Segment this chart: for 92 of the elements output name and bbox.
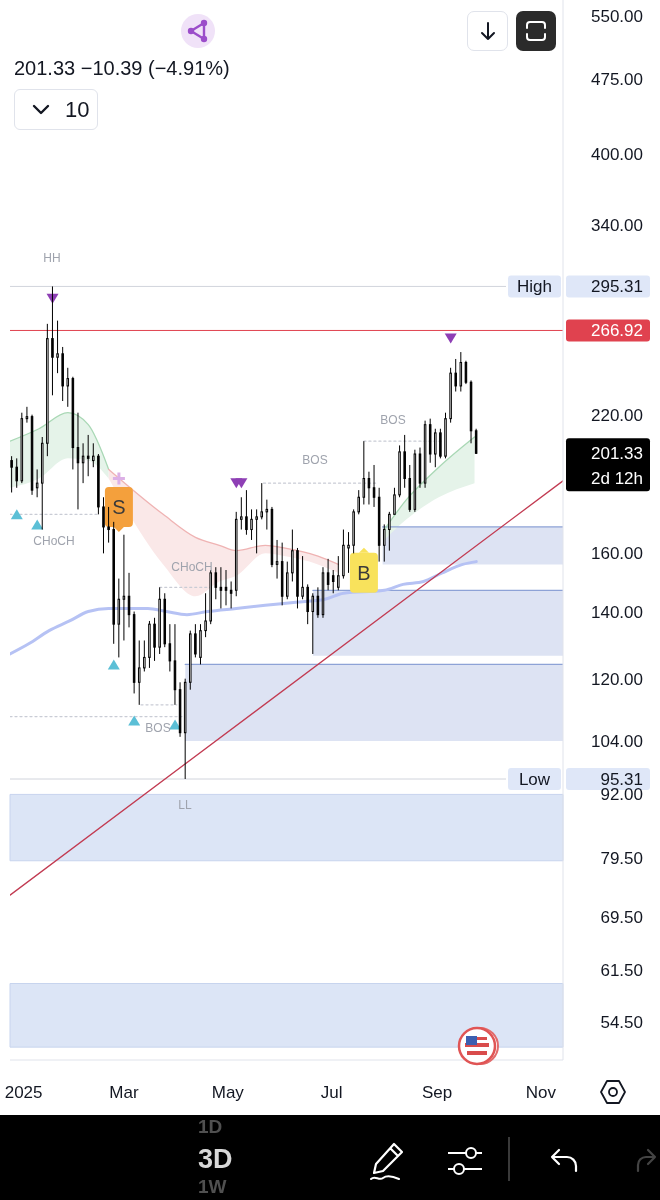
point — [111, 471, 127, 487]
candlestick — [229, 580, 233, 609]
candlestick — [255, 508, 258, 554]
candlestick — [316, 586, 320, 619]
candlestick — [240, 496, 243, 531]
candlestick — [214, 566, 218, 600]
candlestick — [459, 351, 463, 393]
text: 2d 12h — [591, 469, 643, 489]
annotation: BOS — [380, 413, 406, 427]
text: 3D — [198, 1144, 233, 1175]
y-tick-label: 220.00 — [591, 405, 643, 425]
y-tick-label: 104.00 — [591, 732, 643, 752]
candlestick — [92, 442, 95, 468]
candlestick — [347, 531, 350, 574]
candlestick — [107, 506, 110, 544]
candlestick — [143, 639, 146, 672]
y-tick-label: 201.33 — [591, 444, 643, 464]
candlestick — [10, 455, 13, 493]
candlestick — [86, 434, 90, 477]
y-tick-label: 550.00 — [591, 6, 643, 26]
y-tick-label: 92.00 — [600, 785, 643, 805]
y-tick-label: 340.00 — [591, 216, 643, 236]
candlestick — [250, 508, 253, 541]
annotation: BOS — [145, 721, 171, 735]
text: 1D — [198, 1116, 223, 1138]
dropdown: 10 — [14, 89, 98, 130]
point — [107, 659, 120, 670]
candlestick — [35, 468, 39, 498]
ref-line-label: Low — [518, 770, 551, 790]
line-series — [10, 412, 110, 471]
candlestick — [56, 320, 59, 374]
candlestick — [382, 523, 386, 563]
candlestick — [168, 623, 172, 672]
y-tick-label: 120.00 — [591, 669, 643, 689]
candlestick — [265, 499, 269, 531]
candlestick — [393, 487, 396, 515]
text: 1W — [198, 1176, 227, 1198]
x-tick-label: May — [211, 1083, 245, 1102]
candlestick — [102, 496, 105, 554]
y-tick-label: 266.92 — [591, 321, 643, 341]
y-tick-label: 400.00 — [591, 145, 643, 165]
text: 201.33 −10.39 (−4.91%) — [14, 56, 230, 80]
annotation: CHoCH — [171, 560, 213, 574]
candlestick — [311, 592, 315, 655]
candlestick — [434, 428, 437, 468]
candlestick — [301, 555, 304, 600]
candlestick — [474, 428, 478, 455]
y-tick-label: 54.50 — [600, 1013, 643, 1033]
x-tick-label: Mar — [109, 1083, 139, 1102]
y-tick-label: 160.00 — [591, 544, 643, 564]
annotation: LL — [178, 798, 192, 812]
candlestick — [326, 558, 330, 591]
annotation: 10 — [65, 97, 90, 123]
point — [444, 333, 457, 344]
candlestick — [362, 440, 366, 505]
x-tick-label: 2025 — [4, 1083, 43, 1102]
candlestick — [388, 511, 391, 552]
candlestick — [439, 428, 442, 459]
candlestick — [137, 639, 141, 706]
candlestick — [454, 358, 457, 393]
point — [10, 509, 23, 520]
candlestick — [260, 482, 264, 520]
candlestick — [331, 569, 335, 594]
candlestick — [204, 592, 207, 638]
series-label: S — [112, 495, 126, 518]
series-label: B — [357, 561, 371, 584]
point — [235, 478, 248, 489]
candlestick — [15, 457, 18, 489]
x-tick-label: Jul — [320, 1083, 343, 1102]
candlestick — [357, 489, 360, 515]
y-tick-label: 140.00 — [591, 602, 643, 622]
candlestick — [291, 529, 294, 582]
candlestick — [219, 566, 223, 609]
y-tick-label: 295.31 — [591, 277, 643, 297]
y-tick-label: 69.50 — [600, 907, 643, 927]
candlestick — [51, 285, 54, 396]
ref-line-label: High — [517, 277, 552, 297]
y-tick-label: 61.50 — [600, 960, 643, 980]
x-tick-label: Sep — [421, 1083, 453, 1102]
candlestick — [245, 489, 248, 536]
annotation: HH — [43, 251, 61, 265]
y-tick-label: 475.00 — [591, 70, 643, 90]
annotation: BOS — [302, 453, 328, 467]
candlestick — [337, 555, 340, 591]
x-tick-label: Nov — [525, 1083, 557, 1102]
y-tick-label: 79.50 — [600, 849, 643, 869]
candlestick — [286, 561, 289, 600]
annotation: CHoCH — [33, 534, 75, 548]
candlestick — [194, 623, 197, 658]
point — [128, 715, 141, 726]
candlestick — [66, 367, 70, 408]
candlestick — [153, 617, 156, 662]
